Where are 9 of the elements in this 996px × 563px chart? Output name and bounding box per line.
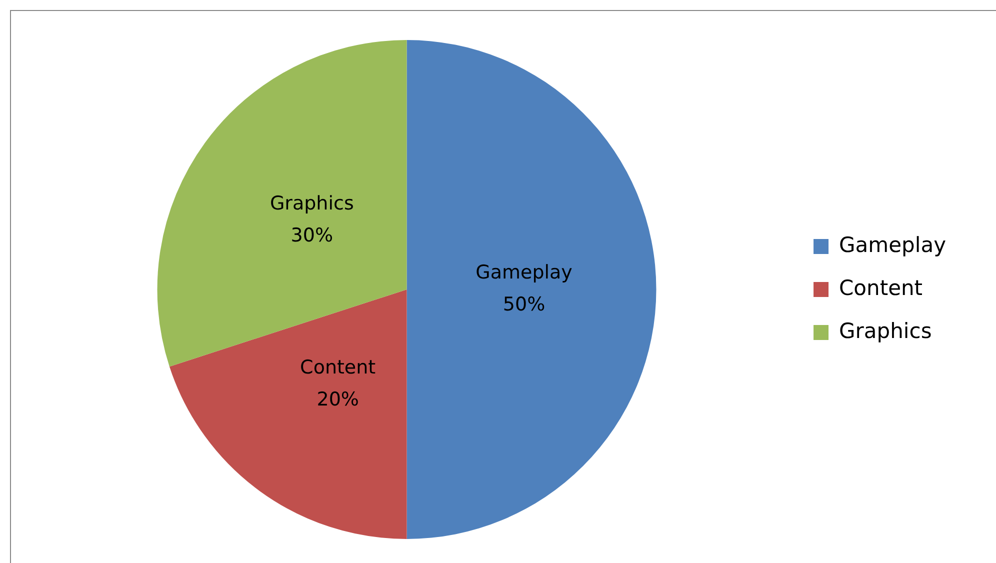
data-label: 50%: [502, 293, 546, 316]
legend-label: Gameplay: [839, 232, 946, 257]
data-label: 30%: [290, 224, 334, 247]
slice-label: Content: [300, 356, 376, 378]
legend-label: Content: [839, 276, 923, 300]
slice-label: Graphics: [270, 192, 354, 215]
slice-label: Gameplay: [476, 261, 572, 284]
legend-label: Graphics: [839, 318, 932, 343]
data-label: 20%: [316, 388, 359, 410]
